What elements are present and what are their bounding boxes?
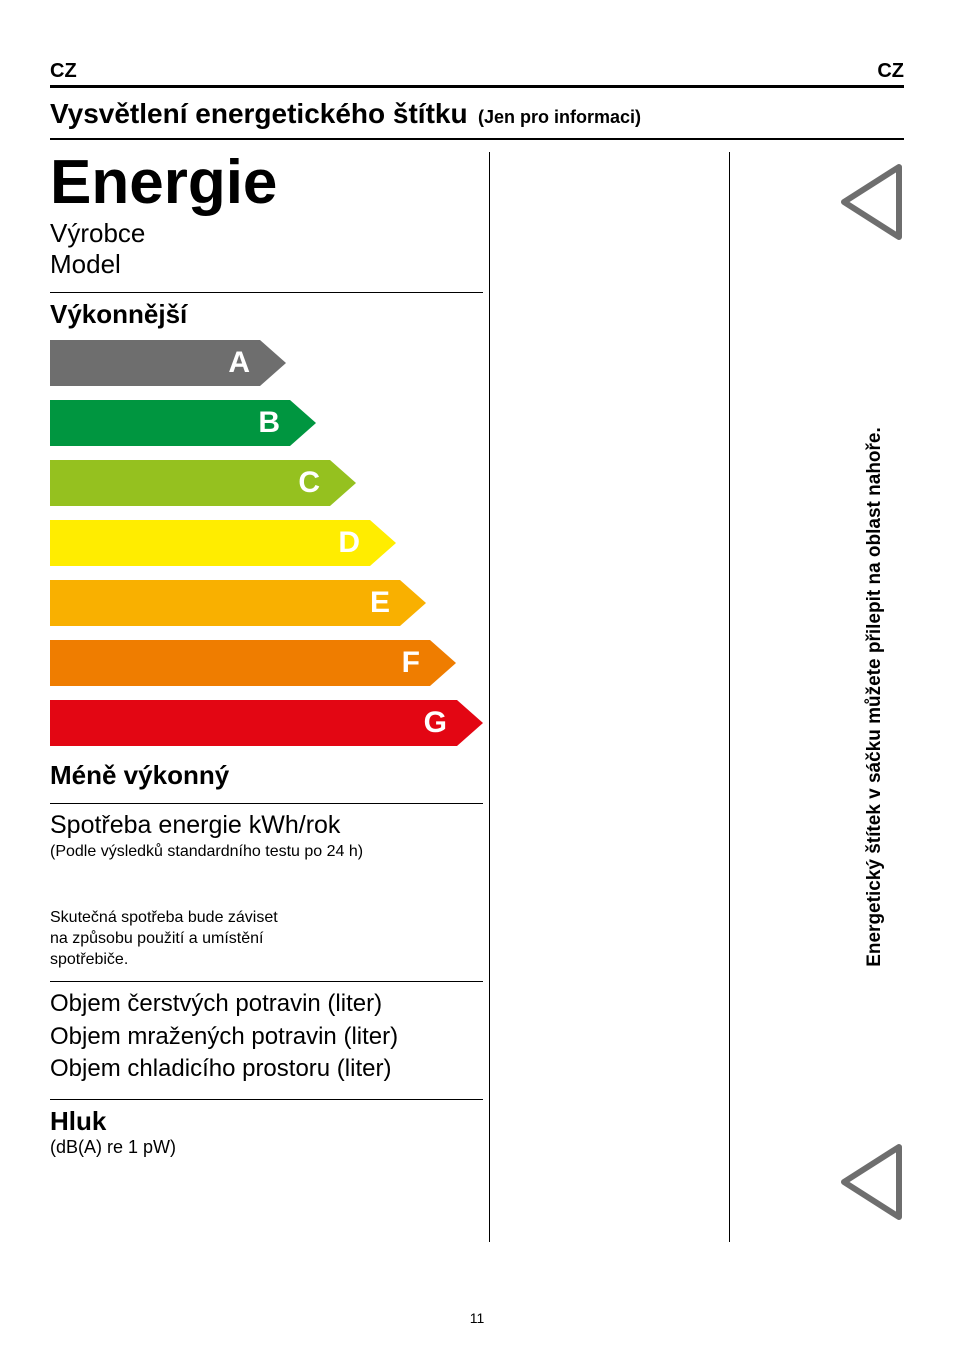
more-efficient-label: Výkonnější xyxy=(50,299,483,330)
page: CZ CZ Vysvětlení energetického štítku (J… xyxy=(0,0,954,1354)
efficiency-section: Výkonnější ABCDEFG Méně výkonný xyxy=(50,292,483,791)
manufacturer-label: Výrobce xyxy=(50,218,483,249)
efficiency-bar-c: C xyxy=(50,460,483,506)
volume-frozen: Objem mražených potravin (liter) xyxy=(50,1021,483,1053)
chevron-right-icon xyxy=(290,400,316,446)
header-bar: CZ CZ xyxy=(50,60,904,88)
chevron-right-icon xyxy=(457,700,483,746)
efficiency-bar-e: E xyxy=(50,580,483,626)
less-efficient-label: Méně výkonný xyxy=(50,760,483,791)
efficiency-bar-f: F xyxy=(50,640,483,686)
noise-sub: (dB(A) re 1 pW) xyxy=(50,1137,483,1158)
efficiency-bar-letter: B xyxy=(258,406,280,440)
model-label: Model xyxy=(50,249,483,280)
blank-panel xyxy=(490,152,730,1242)
efficiency-bar-letter: C xyxy=(298,466,320,500)
consumption-main: Spotřeba energie kWh/rok xyxy=(50,810,483,840)
chevron-right-icon xyxy=(430,640,456,686)
noise-heading: Hluk xyxy=(50,1106,483,1137)
page-number: 11 xyxy=(470,1310,485,1326)
consumption-note-2: na způsobu použití a umístění xyxy=(50,929,483,948)
volumes-section: Objem čerstvých potravin (liter) Objem m… xyxy=(50,981,483,1085)
consumption-note-1: Skutečná spotřeba bude záviset xyxy=(50,908,483,927)
efficiency-bar-g: G xyxy=(50,700,483,746)
efficiency-bar-b: B xyxy=(50,400,483,446)
efficiency-bar-letter: F xyxy=(402,646,420,680)
efficiency-bar-letter: D xyxy=(338,526,360,560)
chevron-right-icon xyxy=(260,340,286,386)
efficiency-bar-letter: E xyxy=(370,586,390,620)
volume-fresh: Objem čerstvých potravin (liter) xyxy=(50,988,483,1020)
efficiency-bar-a: A xyxy=(50,340,483,386)
side-panel: Energetický štítek v sáčku můžete přilep… xyxy=(730,152,904,1242)
efficiency-bar-letter: A xyxy=(228,346,250,380)
triangle-bottom-icon xyxy=(834,1142,904,1222)
efficiency-bars: ABCDEFG xyxy=(50,340,483,746)
chevron-right-icon xyxy=(370,520,396,566)
header-left: CZ xyxy=(50,60,77,83)
title-row: Vysvětlení energetického štítku (Jen pro… xyxy=(50,98,904,140)
chevron-right-icon xyxy=(330,460,356,506)
energie-heading: Energie xyxy=(50,152,483,214)
vertical-hint-text: Energetický štítek v sáčku můžete přilep… xyxy=(864,427,886,967)
page-title: Vysvětlení energetického štítku xyxy=(50,98,468,129)
content-row: Energie Výrobce Model Výkonnější ABCDEFG… xyxy=(50,152,904,1242)
consumption-sub: (Podle výsledků standardního testu po 24… xyxy=(50,842,483,861)
consumption-section: Spotřeba energie kWh/rok (Podle výsledků… xyxy=(50,803,483,969)
volume-cooling: Objem chladicího prostoru (liter) xyxy=(50,1053,483,1085)
consumption-note-3: spotřebiče. xyxy=(50,950,483,969)
efficiency-bar-d: D xyxy=(50,520,483,566)
chevron-right-icon xyxy=(400,580,426,626)
triangle-top-icon xyxy=(834,162,904,242)
noise-section: Hluk (dB(A) re 1 pW) xyxy=(50,1099,483,1158)
energy-label-panel: Energie Výrobce Model Výkonnější ABCDEFG… xyxy=(50,152,490,1242)
header-right: CZ xyxy=(877,60,904,83)
efficiency-bar-letter: G xyxy=(424,706,447,740)
page-subtitle: (Jen pro informaci) xyxy=(478,107,641,127)
